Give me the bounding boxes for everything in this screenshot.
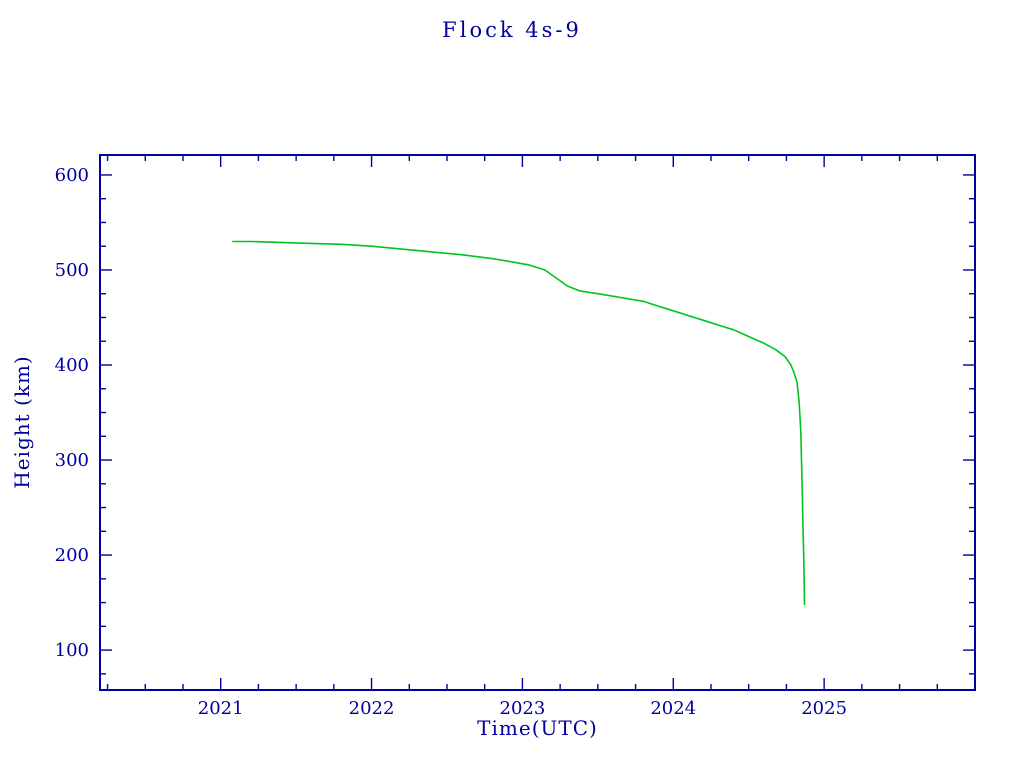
chart-title: Flock 4s-9 xyxy=(442,18,582,42)
x-axis-label: Time(UTC) xyxy=(477,716,598,740)
y-tick-label: 300 xyxy=(55,450,89,471)
tick-labels: 2021 2022 2023 2024 2025 100 200 300 400 500 600 xyxy=(55,165,847,719)
y-tick-label: 400 xyxy=(55,355,89,376)
y-tick-label: 600 xyxy=(55,165,89,186)
y-tick-label: 200 xyxy=(55,545,89,566)
axis-ticks xyxy=(100,155,975,690)
x-tick-label: 2025 xyxy=(801,698,847,719)
x-tick-label: 2024 xyxy=(650,698,696,719)
x-tick-label: 2023 xyxy=(500,698,546,719)
y-tick-label: 500 xyxy=(55,260,89,281)
data-line xyxy=(232,240,806,606)
plot-border xyxy=(99,154,976,691)
x-tick-label: 2021 xyxy=(198,698,244,719)
x-tick-label: 2022 xyxy=(349,698,395,719)
y-axis-label: Height (km) xyxy=(10,355,34,489)
y-tick-label: 100 xyxy=(55,640,89,661)
